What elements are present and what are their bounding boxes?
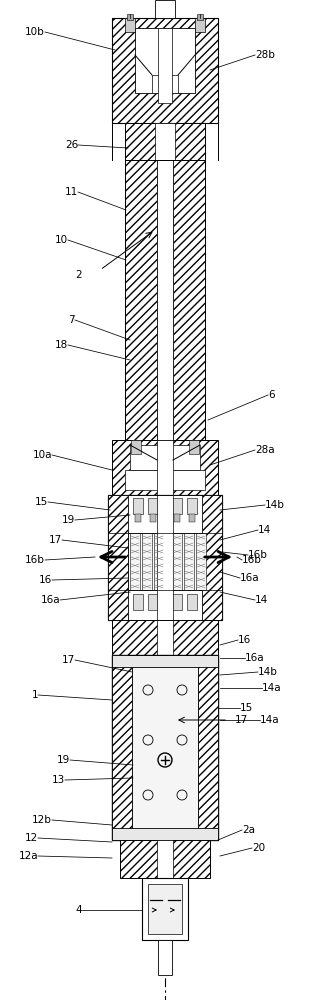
Text: 16: 16 xyxy=(238,635,251,645)
Bar xyxy=(148,884,182,934)
Bar xyxy=(148,594,158,610)
Text: 12: 12 xyxy=(25,833,38,843)
Text: 16b: 16b xyxy=(248,550,268,560)
Bar xyxy=(152,75,178,93)
Bar xyxy=(125,470,205,490)
Bar xyxy=(133,594,143,610)
Bar xyxy=(133,498,143,514)
Text: 14b: 14b xyxy=(265,500,285,510)
Text: 16b: 16b xyxy=(242,555,262,565)
Text: 28a: 28a xyxy=(255,445,275,455)
Bar xyxy=(108,495,222,620)
Text: 20: 20 xyxy=(252,843,265,853)
Text: 13: 13 xyxy=(52,775,65,785)
Bar xyxy=(157,440,173,495)
Bar xyxy=(112,18,218,123)
Bar xyxy=(189,514,195,522)
Text: 1: 1 xyxy=(31,690,38,700)
Text: 2a: 2a xyxy=(242,825,255,835)
Bar xyxy=(112,828,218,840)
Bar xyxy=(130,533,140,590)
Text: 16a: 16a xyxy=(240,573,260,583)
Text: 6: 6 xyxy=(268,390,275,400)
Bar xyxy=(127,14,133,20)
Text: 16: 16 xyxy=(39,575,52,585)
Bar xyxy=(112,655,218,667)
Text: 28b: 28b xyxy=(255,50,275,60)
Bar xyxy=(187,498,197,514)
Bar xyxy=(157,840,173,878)
Text: 10a: 10a xyxy=(32,450,52,460)
Bar xyxy=(112,655,218,840)
Bar xyxy=(150,514,156,522)
Bar xyxy=(172,594,182,610)
Text: 15: 15 xyxy=(35,497,48,507)
Text: 14b: 14b xyxy=(258,667,278,677)
Bar xyxy=(132,665,198,830)
Bar xyxy=(155,123,175,160)
Bar xyxy=(195,18,205,32)
Text: 17: 17 xyxy=(62,655,75,665)
Bar xyxy=(131,440,141,454)
Bar xyxy=(125,18,135,32)
Bar xyxy=(157,160,173,440)
Bar xyxy=(142,533,152,590)
Text: 10: 10 xyxy=(55,235,68,245)
Bar xyxy=(172,498,182,514)
Bar xyxy=(128,495,202,533)
Text: 17: 17 xyxy=(235,715,248,725)
Bar xyxy=(128,590,202,620)
Text: 26: 26 xyxy=(65,140,78,150)
Text: 16b: 16b xyxy=(25,555,45,565)
Bar xyxy=(108,495,222,620)
Bar xyxy=(135,28,195,93)
Bar xyxy=(154,533,164,590)
Bar xyxy=(172,533,182,590)
Bar xyxy=(155,0,175,18)
Bar xyxy=(112,620,218,655)
Bar xyxy=(108,495,128,620)
Bar xyxy=(135,514,141,522)
Text: 2: 2 xyxy=(75,270,82,280)
Bar xyxy=(173,160,205,440)
Bar xyxy=(197,14,203,20)
Bar xyxy=(130,445,200,470)
Bar xyxy=(158,940,172,975)
Text: 19: 19 xyxy=(57,755,70,765)
Text: 18: 18 xyxy=(55,340,68,350)
Bar xyxy=(189,440,199,454)
Bar xyxy=(125,123,205,160)
Bar xyxy=(184,533,194,590)
Text: 14: 14 xyxy=(258,525,271,535)
Text: 4: 4 xyxy=(75,905,82,915)
Text: 12a: 12a xyxy=(18,851,38,861)
Bar xyxy=(148,498,158,514)
Text: 14: 14 xyxy=(255,595,268,605)
Text: 15: 15 xyxy=(240,703,253,713)
Text: 14a: 14a xyxy=(262,683,281,693)
Text: 19: 19 xyxy=(62,515,75,525)
Bar xyxy=(187,594,197,610)
Text: 17: 17 xyxy=(49,535,62,545)
Bar xyxy=(157,495,173,620)
Text: 7: 7 xyxy=(68,315,75,325)
Bar xyxy=(112,655,132,840)
Bar xyxy=(120,840,210,878)
Bar xyxy=(198,655,218,840)
Bar xyxy=(174,514,180,522)
Bar xyxy=(158,28,172,103)
Bar xyxy=(157,620,173,655)
Bar xyxy=(125,160,157,440)
Text: 10b: 10b xyxy=(25,27,45,37)
Text: 12b: 12b xyxy=(32,815,52,825)
Bar xyxy=(112,440,218,495)
Bar xyxy=(202,495,222,620)
Text: 16a: 16a xyxy=(245,653,265,663)
Text: 16a: 16a xyxy=(40,595,60,605)
Bar xyxy=(128,495,202,620)
Text: 11: 11 xyxy=(65,187,78,197)
Text: 14a: 14a xyxy=(260,715,280,725)
Bar xyxy=(196,533,206,590)
Bar xyxy=(142,878,188,940)
